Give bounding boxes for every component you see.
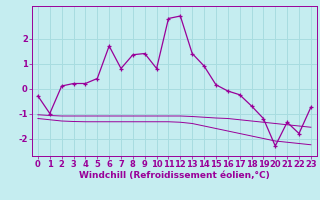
X-axis label: Windchill (Refroidissement éolien,°C): Windchill (Refroidissement éolien,°C) (79, 171, 270, 180)
